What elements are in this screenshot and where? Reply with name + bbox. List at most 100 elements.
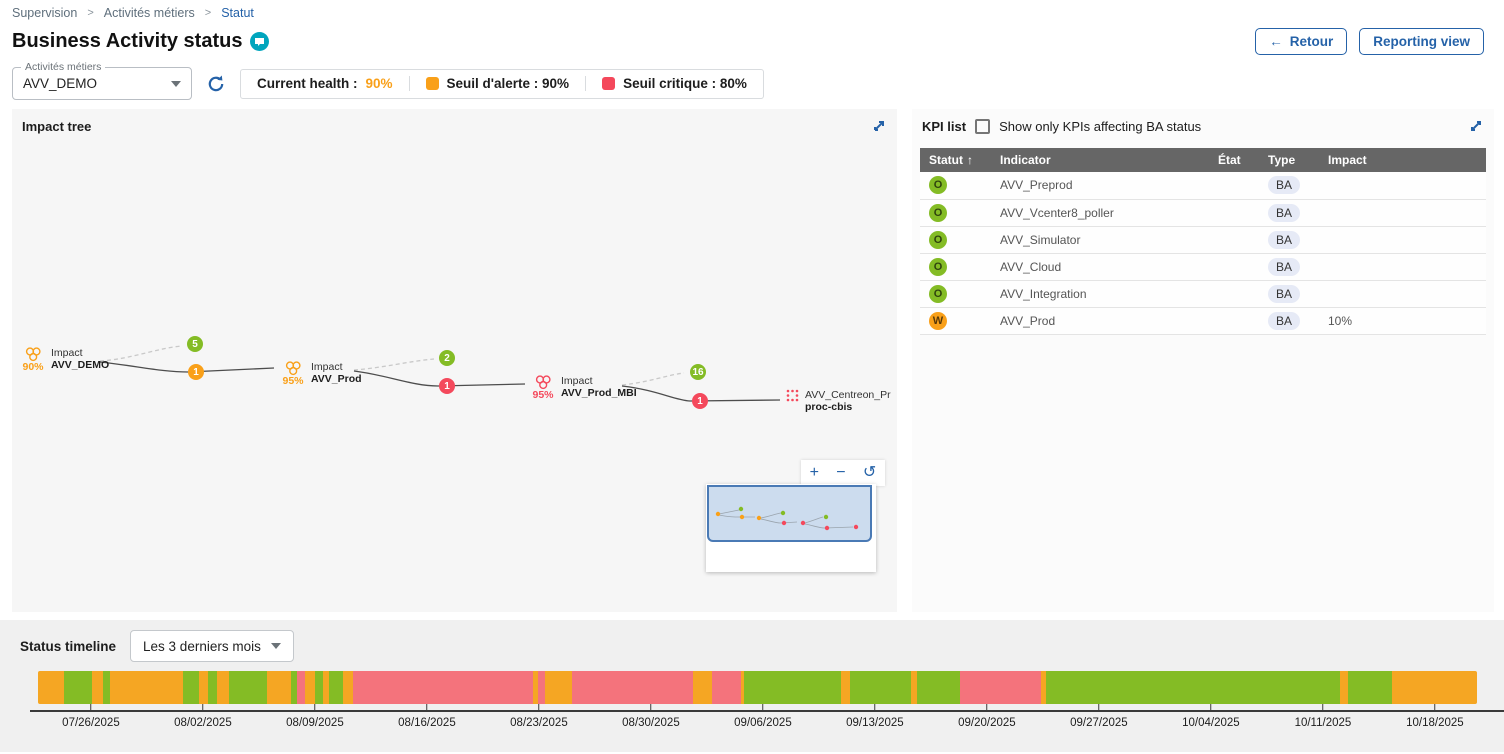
back-button[interactable]: ← Retour	[1255, 28, 1348, 55]
breadcrumb-activites-metiers[interactable]: Activités métiers	[103, 6, 195, 20]
tick-mark	[1434, 704, 1436, 711]
type-chip: BA	[1268, 311, 1301, 330]
etat-cell	[1212, 226, 1262, 254]
timeline-segment	[216, 671, 229, 704]
column-etat[interactable]: État	[1212, 148, 1262, 172]
critical-color-swatch	[602, 77, 616, 90]
expand-icon	[874, 121, 884, 131]
impact-cell	[1322, 280, 1486, 308]
tick-mark	[314, 704, 316, 711]
timeline-segment	[1392, 671, 1477, 704]
table-row[interactable]: O AVV_Integration BA	[920, 280, 1486, 308]
tick-label: 09/06/2025	[734, 717, 792, 729]
tree-edges	[99, 345, 781, 402]
tree-node-avv-prod-mbi[interactable]: 95% Impact AVV_Prod_MBI	[532, 375, 637, 401]
expand-tree-button[interactable]	[871, 118, 887, 134]
timeline-segment	[744, 671, 842, 704]
refresh-button[interactable]	[206, 74, 226, 94]
tick-mark	[538, 704, 540, 711]
timeline-segment	[314, 671, 323, 704]
ok-count-badge[interactable]: 5	[187, 336, 203, 352]
timeline-segment	[911, 671, 917, 704]
ok-count-badge[interactable]: 2	[439, 350, 455, 366]
impact-cell	[1322, 253, 1486, 281]
tree-minimap[interactable]	[706, 484, 876, 572]
timeline-segment	[228, 671, 267, 704]
expand-kpi-button[interactable]	[1468, 118, 1484, 134]
zoom-reset-button[interactable]: ↺	[862, 464, 877, 481]
indicator-cell: AVV_Cloud	[994, 253, 1212, 281]
business-activity-select[interactable]: Activités métiers AVV_DEMO	[12, 61, 192, 100]
etat-cell	[1212, 280, 1262, 308]
type-chip: BA	[1268, 176, 1301, 195]
show-only-kpis-checkbox[interactable]	[975, 118, 991, 134]
minimap-viewport[interactable]	[707, 485, 872, 542]
timeline-range-select[interactable]: Les 3 derniers mois	[130, 630, 294, 662]
breadcrumb-separator: >	[87, 7, 94, 19]
table-row[interactable]: O AVV_Simulator BA	[920, 226, 1486, 254]
controls-row: Activités métiers AVV_DEMO Current healt…	[0, 55, 1504, 100]
table-row[interactable]: O AVV_Vcenter8_poller BA	[920, 199, 1486, 227]
timeline-segment	[544, 671, 572, 704]
column-type[interactable]: Type	[1262, 148, 1322, 172]
timeline-segment	[571, 671, 693, 704]
back-arrow-icon: ←	[1269, 34, 1283, 49]
timeline-segment	[537, 671, 545, 704]
table-row[interactable]: W AVV_Prod BA 10%	[920, 307, 1486, 335]
impact-tree-title: Impact tree	[22, 118, 92, 134]
column-impact[interactable]: Impact	[1322, 148, 1486, 172]
timeline-segment	[916, 671, 960, 704]
etat-cell	[1212, 253, 1262, 281]
tree-node-avv-prod[interactable]: 95% Impact AVV_Prod	[282, 361, 362, 387]
zoom-out-button[interactable]: −	[836, 464, 846, 481]
column-statut[interactable]: Statut ↑	[920, 148, 994, 172]
tick-mark	[650, 704, 652, 711]
breadcrumb-statut[interactable]: Statut	[221, 6, 254, 20]
reporting-view-button[interactable]: Reporting view	[1359, 28, 1484, 55]
timeline-axis	[30, 710, 1504, 712]
critical-count-badge[interactable]: 1	[692, 393, 708, 409]
kpi-list-title: KPI list	[922, 118, 967, 134]
timeline-segment	[741, 671, 745, 704]
tick-label: 10/04/2025	[1182, 717, 1240, 729]
indicator-cell: AVV_Simulator	[994, 226, 1212, 254]
table-row[interactable]: O AVV_Preprod BA	[920, 172, 1486, 200]
refresh-icon	[208, 75, 224, 91]
page-title: Business Activity status	[12, 30, 243, 52]
business-activity-icon	[535, 375, 551, 390]
status-badge: O	[929, 176, 947, 195]
comment-icon[interactable]	[250, 32, 270, 51]
timeline-segment	[296, 671, 305, 704]
tick-label: 08/30/2025	[622, 717, 680, 729]
warning-count-badge[interactable]: 1	[188, 364, 204, 380]
impact-tree-panel: Impact tree	[12, 109, 897, 612]
health-legend: Current health : 90% Seuil d'alerte : 90…	[240, 68, 764, 99]
breadcrumb: Supervision > Activités métiers > Statut	[0, 0, 1504, 20]
timeline-segment	[1046, 671, 1341, 704]
timeline-segment	[322, 671, 329, 704]
timeline-segment	[64, 671, 92, 704]
timeline-segment	[266, 671, 291, 704]
timeline-segment	[1340, 671, 1349, 704]
ok-count-badge[interactable]: 16	[690, 364, 706, 380]
critical-count-badge[interactable]: 1	[439, 378, 455, 394]
zoom-in-button[interactable]: +	[809, 464, 819, 481]
kpi-table-body: O AVV_Preprod BA O AVV_Vcenter8_poller BA O AVV…	[920, 172, 1486, 335]
timeline-segment	[342, 671, 353, 704]
table-row[interactable]: O AVV_Cloud BA	[920, 253, 1486, 281]
type-chip: BA	[1268, 257, 1301, 276]
impact-cell	[1322, 172, 1486, 200]
timeline-segment	[711, 671, 742, 704]
timeline-bar[interactable]	[38, 671, 1477, 704]
tick-mark	[1210, 704, 1212, 711]
column-indicator[interactable]: Indicator	[994, 148, 1212, 172]
tick-mark	[986, 704, 988, 711]
tree-node-service[interactable]: AVV_Centreon_Pr proc-cbis	[784, 389, 891, 413]
kpi-table: Statut ↑ Indicator État Type Impact O AVV_…	[920, 148, 1486, 335]
indicator-cell: AVV_Preprod	[994, 172, 1212, 200]
tick-label: 09/20/2025	[958, 717, 1016, 729]
breadcrumb-supervision[interactable]: Supervision	[12, 6, 78, 20]
tree-node-avv-demo[interactable]: 90% Impact AVV_DEMO	[22, 347, 110, 373]
impact-tree-canvas[interactable]: 90% Impact AVV_DEMO 95%	[12, 109, 897, 612]
tick-mark	[1322, 704, 1324, 711]
